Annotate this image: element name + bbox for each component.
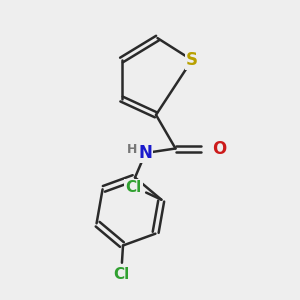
Text: N: N [139,144,152,162]
Text: Cl: Cl [125,180,142,195]
Text: S: S [186,51,198,69]
Text: O: O [212,140,226,158]
Text: H: H [127,143,137,156]
Text: Cl: Cl [113,267,130,282]
